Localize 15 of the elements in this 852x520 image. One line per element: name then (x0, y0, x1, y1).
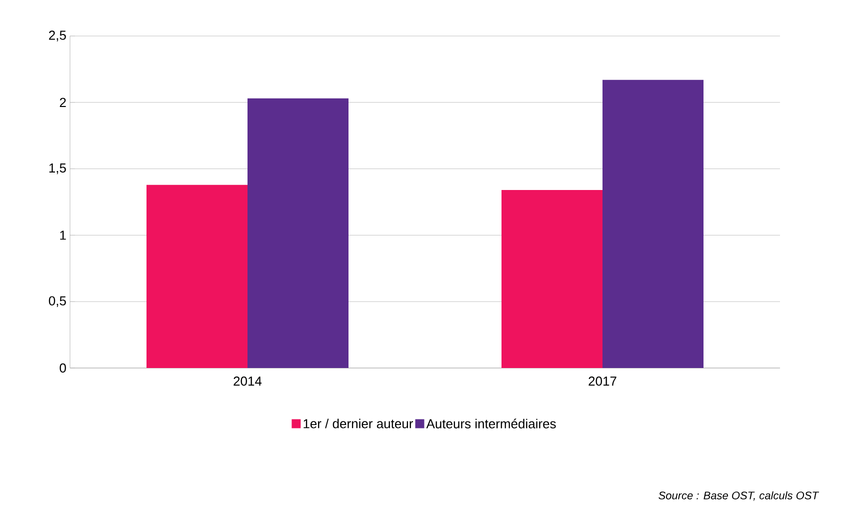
bar (146, 184, 248, 368)
legend-label: Auteurs intermédiaires (426, 418, 556, 428)
bar (502, 190, 602, 368)
y-tick-label: 1 (60, 230, 66, 240)
y-tick-label: 2,5 (49, 30, 66, 42)
y-tick-label: 2 (60, 98, 66, 107)
bar (602, 80, 704, 368)
bar (248, 98, 349, 368)
x-tick-label: 2017 (588, 376, 616, 386)
y-tick-label: 1,5 (49, 164, 66, 174)
y-tick-label: 0,5 (48, 296, 66, 307)
legend-label: 1er / dernier auteur (304, 418, 414, 428)
source-note: Source : Base OST, calculs OST (658, 491, 820, 501)
x-tick-label: 2014 (234, 376, 262, 386)
y-tick-label: 0 (60, 363, 66, 373)
